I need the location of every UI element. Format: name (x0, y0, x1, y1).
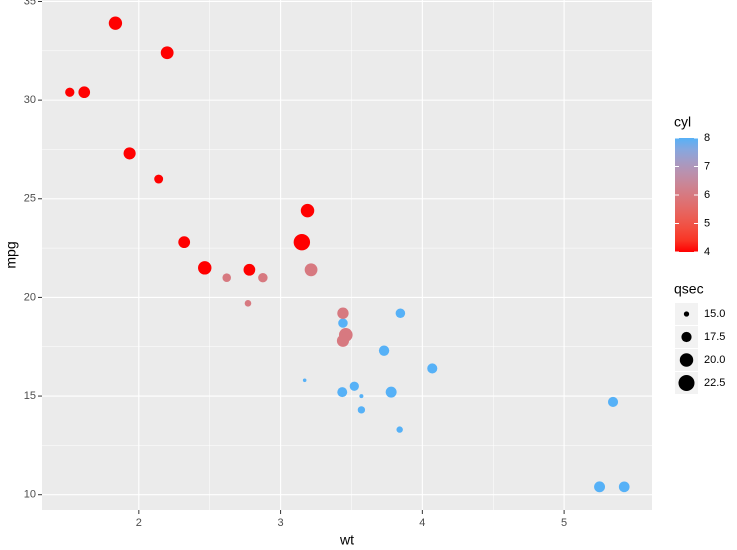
point (594, 481, 606, 493)
point (349, 381, 359, 391)
point (385, 386, 397, 398)
point (198, 261, 212, 275)
size-legend-label: 22.5 (704, 377, 725, 389)
point (108, 16, 123, 30)
point (65, 87, 75, 97)
point (78, 86, 91, 99)
legend-key (679, 353, 694, 367)
y-tick-label: 20 (24, 291, 36, 303)
panel (42, 0, 652, 510)
point (618, 481, 630, 493)
point (154, 174, 164, 184)
point (378, 345, 390, 356)
y-tick-label: 15 (24, 390, 36, 402)
y-axis-title: mpg (3, 241, 19, 268)
point (244, 300, 252, 307)
color-legend-label: 7 (704, 160, 710, 172)
legend-key (678, 374, 695, 392)
point (243, 263, 256, 276)
y-tick-label: 30 (24, 94, 36, 106)
size-legend-title: qsec (674, 281, 704, 297)
point (357, 406, 366, 414)
y-tick-label: 10 (24, 489, 36, 501)
legend-key (683, 311, 690, 317)
point (222, 273, 231, 282)
point (160, 46, 174, 60)
point (300, 203, 315, 218)
color-legend-label: 5 (704, 217, 710, 229)
point (304, 263, 318, 277)
color-legend-label: 4 (704, 246, 710, 258)
point (359, 394, 364, 399)
point (395, 308, 406, 318)
y-tick-label: 25 (24, 193, 36, 205)
point (338, 318, 348, 328)
point (302, 378, 307, 383)
x-tick-label: 5 (561, 517, 567, 529)
x-axis-title: wt (339, 532, 354, 548)
point (396, 426, 403, 433)
x-tick-label: 4 (419, 517, 425, 529)
x-tick-label: 2 (136, 517, 142, 529)
point (123, 147, 136, 160)
point (336, 334, 350, 347)
y-tick-label: 35 (24, 0, 36, 7)
point (293, 233, 311, 251)
x-tick-label: 3 (278, 517, 284, 529)
color-legend-title: cyl (674, 114, 691, 130)
point (178, 236, 191, 249)
point (337, 387, 348, 398)
size-legend-label: 15.0 (704, 308, 725, 320)
color-bar (675, 138, 698, 252)
point (427, 363, 438, 374)
point (258, 272, 268, 283)
point (337, 307, 349, 319)
point (607, 396, 619, 408)
color-legend-label: 8 (704, 132, 710, 144)
size-legend-label: 17.5 (704, 331, 725, 343)
legend-key (681, 331, 692, 343)
color-legend-label: 6 (704, 189, 710, 201)
size-legend-label: 20.0 (704, 354, 725, 366)
